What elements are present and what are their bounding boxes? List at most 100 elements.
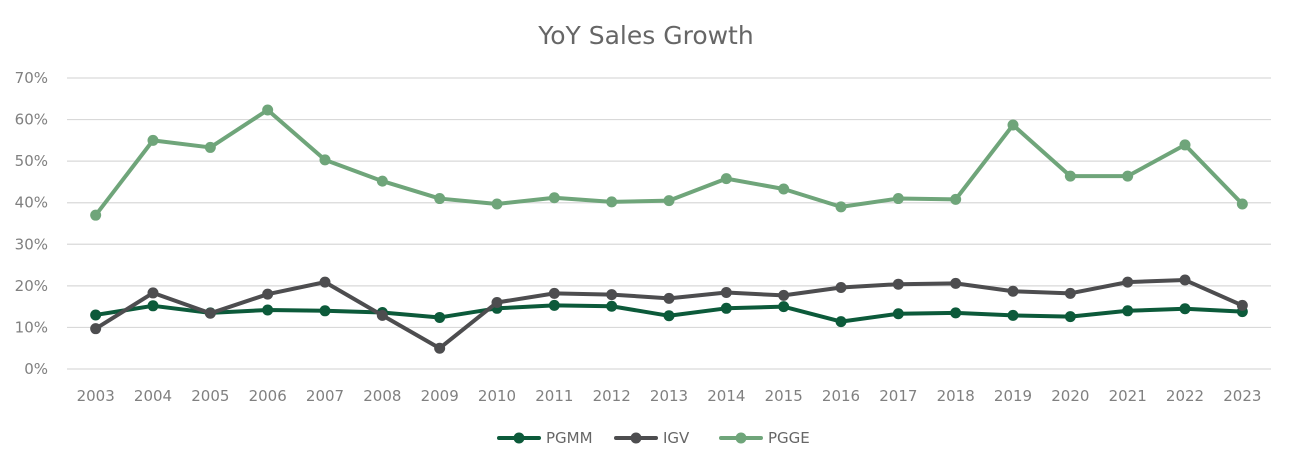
data-point	[1007, 119, 1019, 131]
data-point	[1122, 276, 1134, 288]
x-tick-label: 2011	[535, 387, 573, 405]
data-point	[90, 209, 102, 221]
y-tick-label: 50%	[15, 152, 48, 170]
x-tick-label: 2005	[191, 387, 229, 405]
data-point	[1064, 170, 1076, 182]
data-point	[434, 342, 446, 354]
data-point	[1179, 139, 1191, 151]
data-point	[548, 287, 560, 299]
x-tick-label: 2018	[937, 387, 975, 405]
data-point	[434, 193, 446, 205]
data-point	[491, 198, 503, 210]
x-tick-label: 2013	[650, 387, 688, 405]
x-tick-label: 2012	[593, 387, 631, 405]
data-point	[606, 300, 618, 312]
data-point	[1064, 311, 1076, 323]
legend-label: PGMM	[546, 429, 593, 447]
legend-marker	[735, 432, 747, 444]
x-tick-label: 2003	[77, 387, 115, 405]
data-point	[892, 278, 904, 290]
legend: PGMM IGV PGGE	[497, 429, 810, 447]
x-tick-label: 2015	[765, 387, 803, 405]
x-tick-label: 2004	[134, 387, 172, 405]
data-point	[262, 288, 274, 300]
data-point	[491, 296, 503, 308]
data-point	[376, 175, 388, 187]
data-point	[606, 196, 618, 208]
data-point	[548, 192, 560, 204]
x-tick-label: 2023	[1223, 387, 1261, 405]
data-point	[778, 301, 790, 313]
data-point	[319, 305, 331, 317]
data-point	[147, 300, 159, 312]
y-tick-label: 10%	[15, 318, 48, 336]
legend-marker	[513, 432, 525, 444]
data-point	[319, 154, 331, 166]
x-tick-label: 2008	[363, 387, 401, 405]
y-tick-label: 20%	[15, 277, 48, 295]
data-point	[892, 308, 904, 320]
data-point	[319, 276, 331, 288]
data-point	[204, 141, 216, 153]
data-point	[778, 289, 790, 301]
data-point	[950, 307, 962, 319]
x-tick-label: 2021	[1109, 387, 1147, 405]
data-point	[262, 304, 274, 316]
data-point	[90, 323, 102, 335]
chart-title: YoY Sales Growth	[537, 21, 753, 50]
y-tick-label: 40%	[15, 194, 48, 212]
data-point	[434, 311, 446, 323]
data-point	[835, 282, 847, 294]
y-tick-label: 60%	[15, 111, 48, 129]
data-point	[1064, 287, 1076, 299]
data-point	[548, 299, 560, 311]
legend-marker	[630, 432, 642, 444]
x-tick-label: 2022	[1166, 387, 1204, 405]
series-pgmm	[90, 299, 1248, 328]
x-tick-label: 2016	[822, 387, 860, 405]
x-tick-label: 2019	[994, 387, 1032, 405]
legend-item-pgge: PGGE	[719, 429, 810, 447]
data-point	[892, 193, 904, 205]
data-point	[663, 195, 675, 207]
data-point	[1236, 198, 1248, 210]
data-point	[720, 287, 732, 299]
y-tick-label: 30%	[15, 235, 48, 253]
legend-item-pgmm: PGMM	[497, 429, 593, 447]
data-point	[147, 134, 159, 146]
x-tick-label: 2006	[249, 387, 287, 405]
x-tick-label: 2017	[879, 387, 917, 405]
data-point	[835, 201, 847, 213]
x-axis-ticks: 2003 2004 2005 2006 2007 2008 2009 2010 2011 2012…	[77, 387, 1262, 405]
data-point	[90, 309, 102, 321]
y-axis-ticks: 0% 10% 20% 30% 40% 50% 60% 70%	[15, 69, 48, 378]
data-point	[950, 193, 962, 205]
data-point	[835, 316, 847, 328]
series-lines	[90, 104, 1248, 354]
data-point	[720, 302, 732, 314]
x-tick-label: 2009	[421, 387, 459, 405]
legend-label: IGV	[663, 429, 690, 447]
legend-item-igv: IGV	[614, 429, 690, 447]
y-tick-label: 0%	[24, 360, 48, 378]
data-point	[262, 104, 274, 116]
data-point	[663, 292, 675, 304]
data-point	[1122, 305, 1134, 317]
data-point	[778, 183, 790, 195]
data-point	[1179, 303, 1191, 315]
data-point	[1007, 309, 1019, 321]
y-tick-label: 70%	[15, 69, 48, 87]
data-point	[1179, 274, 1191, 286]
data-point	[720, 173, 732, 185]
x-tick-label: 2010	[478, 387, 516, 405]
x-tick-label: 2014	[707, 387, 745, 405]
x-tick-label: 2007	[306, 387, 344, 405]
data-point	[606, 289, 618, 301]
x-tick-label: 2020	[1051, 387, 1089, 405]
data-point	[1236, 299, 1248, 311]
data-point	[1007, 285, 1019, 297]
data-point	[950, 277, 962, 289]
legend-label: PGGE	[768, 429, 810, 447]
